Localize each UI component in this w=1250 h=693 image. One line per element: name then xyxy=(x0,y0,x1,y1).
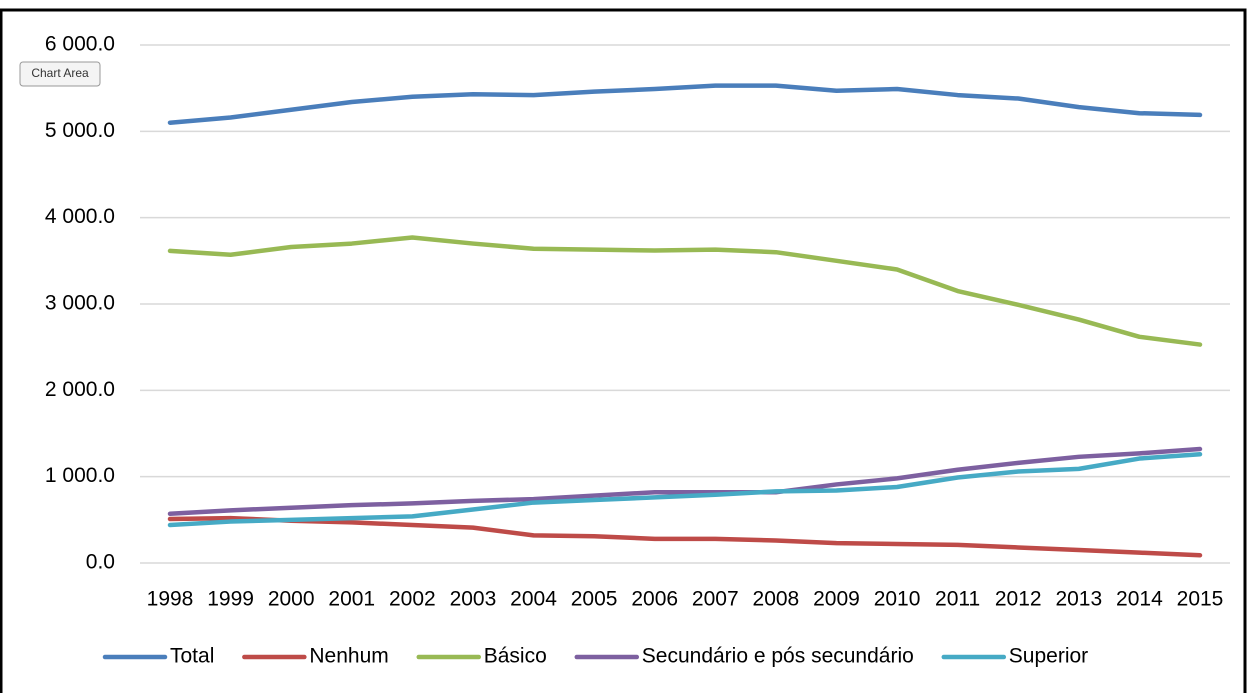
x-tick-label: 2011 xyxy=(935,588,980,611)
y-tick-label: 2 000.0 xyxy=(45,378,115,401)
series-line xyxy=(167,83,1203,125)
y-tick-label: 1 000.0 xyxy=(45,464,115,487)
series-line xyxy=(167,235,1203,347)
x-tick-label: 1999 xyxy=(207,588,254,611)
y-tick-label: 3 000.0 xyxy=(45,292,115,315)
legend-label: Secundário e pós secundário xyxy=(642,645,914,668)
x-tick-label: 2015 xyxy=(1177,588,1224,611)
series-line xyxy=(167,446,1203,517)
y-tick-label: 5 000.0 xyxy=(45,119,115,142)
x-tick-label: 2010 xyxy=(874,588,921,611)
x-tick-label: 2005 xyxy=(571,588,618,611)
x-tick-label: 1998 xyxy=(147,588,194,611)
legend-label: Básico xyxy=(484,645,547,668)
x-tick-label: 2009 xyxy=(813,588,860,611)
x-tick-label: 2001 xyxy=(328,588,375,611)
x-tick-label: 2004 xyxy=(510,588,557,611)
legend-label: Total xyxy=(170,645,214,668)
legend-label: Superior xyxy=(1009,645,1088,668)
y-tick-label: 4 000.0 xyxy=(45,205,115,228)
x-tick-label: 2000 xyxy=(268,588,315,611)
x-tick-label: 2007 xyxy=(692,588,739,611)
x-tick-label: 2008 xyxy=(753,588,800,611)
x-tick-label: 2003 xyxy=(450,588,497,611)
legend-label: Nenhum xyxy=(309,645,388,668)
x-tick-label: 2006 xyxy=(631,588,678,611)
tooltip: Chart Area xyxy=(31,66,89,80)
x-tick-label: 2014 xyxy=(1116,588,1163,611)
tooltip-box xyxy=(19,61,101,87)
chart-frame xyxy=(0,8,1247,693)
y-tick-label: 6 000.0 xyxy=(45,33,115,56)
y-tick-label: 0.0 xyxy=(86,551,115,574)
series-line xyxy=(167,451,1203,528)
x-tick-label: 2013 xyxy=(1055,588,1102,611)
series-line xyxy=(167,515,1203,558)
x-tick-label: 2012 xyxy=(995,588,1042,611)
x-tick-label: 2002 xyxy=(389,588,436,611)
